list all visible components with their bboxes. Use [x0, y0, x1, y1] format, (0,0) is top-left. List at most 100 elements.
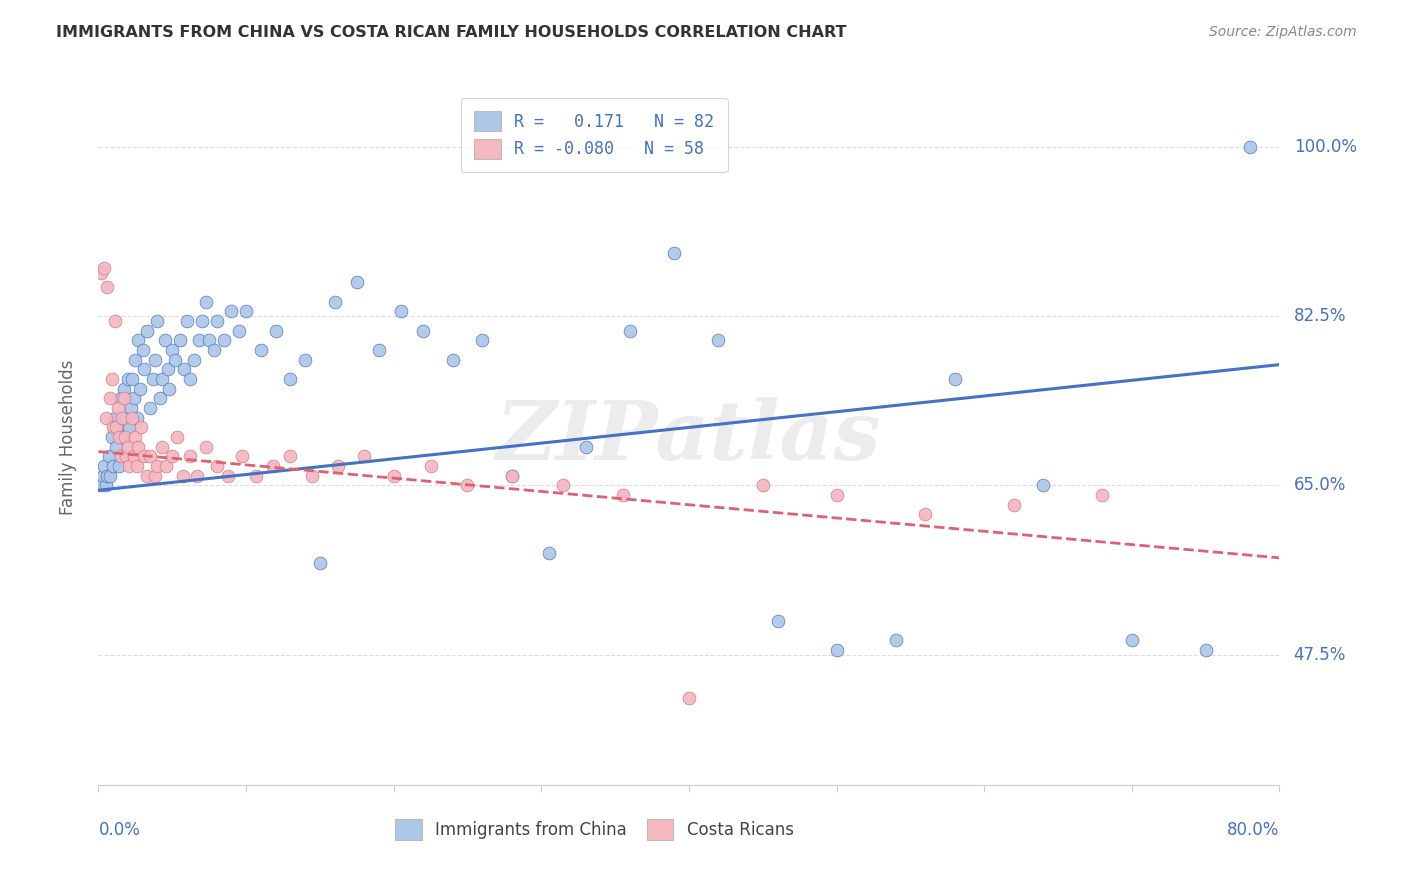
Point [264, 324, 287, 338]
Point [142, 372, 165, 386]
Point [112, 392, 135, 406]
Point [104, 314, 127, 328]
Point [105, 420, 128, 434]
Point [103, 458, 125, 473]
Point [122, 450, 145, 464]
Point [766, 614, 789, 628]
Point [537, 546, 560, 560]
Text: 47.5%: 47.5% [1294, 646, 1346, 664]
Legend: Immigrants from China, Costa Ricans: Immigrants from China, Costa Ricans [388, 813, 800, 847]
Point [943, 372, 966, 386]
Point [280, 450, 302, 464]
Point [97, 450, 120, 464]
Point [884, 633, 907, 648]
Point [1121, 633, 1143, 648]
Point [115, 450, 138, 464]
Point [195, 294, 218, 309]
Point [176, 314, 198, 328]
Point [108, 458, 131, 473]
Point [117, 372, 139, 386]
Point [125, 410, 148, 425]
Point [825, 488, 848, 502]
Point [139, 450, 162, 464]
Point [228, 324, 250, 338]
Point [107, 401, 129, 416]
Point [187, 334, 209, 348]
Point [117, 440, 139, 454]
Point [127, 440, 149, 454]
Point [110, 450, 132, 464]
Point [165, 352, 187, 367]
Point [105, 440, 128, 454]
Point [121, 410, 143, 425]
Text: ZIPatlas: ZIPatlas [496, 397, 882, 477]
Point [157, 382, 180, 396]
Point [104, 410, 127, 425]
Point [124, 430, 146, 444]
Point [112, 382, 135, 396]
Point [205, 458, 228, 473]
Point [134, 362, 156, 376]
Point [326, 458, 349, 473]
Point [221, 304, 243, 318]
Point [107, 420, 129, 434]
Point [353, 450, 375, 464]
Point [202, 343, 225, 357]
Point [1032, 478, 1054, 492]
Point [96, 468, 118, 483]
Point [309, 556, 332, 570]
Point [1002, 498, 1025, 512]
Point [150, 372, 173, 386]
Point [250, 343, 273, 357]
Point [457, 478, 479, 492]
Point [707, 334, 730, 348]
Point [149, 392, 172, 406]
Text: 0.0%: 0.0% [98, 821, 141, 839]
Point [501, 468, 523, 483]
Point [186, 468, 208, 483]
Point [752, 478, 775, 492]
Point [664, 246, 686, 260]
Point [155, 458, 177, 473]
Point [162, 343, 183, 357]
Point [553, 478, 575, 492]
Point [301, 468, 323, 483]
Point [368, 343, 391, 357]
Point [136, 324, 159, 338]
Point [173, 362, 195, 376]
Point [162, 450, 183, 464]
Point [501, 468, 523, 483]
Point [169, 334, 191, 348]
Point [412, 324, 434, 338]
Text: 80.0%: 80.0% [1227, 821, 1279, 839]
Point [1091, 488, 1114, 502]
Point [183, 352, 205, 367]
Text: 82.5%: 82.5% [1294, 307, 1346, 326]
Point [90, 478, 112, 492]
Point [124, 352, 146, 367]
Point [143, 352, 166, 367]
Point [118, 420, 141, 434]
Point [678, 691, 700, 706]
Point [825, 642, 848, 657]
Point [294, 352, 316, 367]
Point [575, 440, 598, 454]
Point [94, 478, 117, 492]
Point [441, 352, 464, 367]
Point [471, 334, 494, 348]
Point [217, 468, 239, 483]
Point [122, 392, 145, 406]
Point [121, 372, 143, 386]
Point [146, 314, 169, 328]
Point [128, 382, 150, 396]
Point [125, 458, 148, 473]
Point [91, 468, 114, 483]
Point [134, 450, 156, 464]
Point [98, 392, 121, 406]
Point [1239, 140, 1261, 154]
Point [191, 314, 214, 328]
Point [143, 468, 166, 483]
Point [132, 343, 155, 357]
Point [235, 304, 257, 318]
Point [179, 372, 201, 386]
